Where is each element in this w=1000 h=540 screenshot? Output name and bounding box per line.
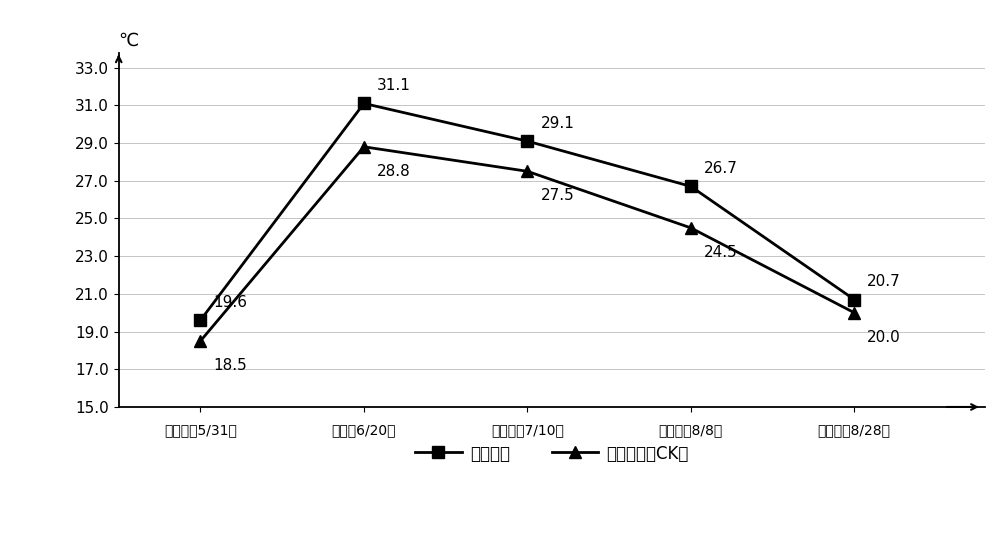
Text: 18.5: 18.5 xyxy=(214,358,247,373)
Text: 20.7: 20.7 xyxy=(867,274,901,289)
常规平作（CK） xyxy=(358,144,370,150)
Text: 26.7: 26.7 xyxy=(704,161,738,176)
沟膜岄植 xyxy=(521,138,533,144)
Legend: 沟膜岄植, 常规平作（CK）: 沟膜岄植, 常规平作（CK） xyxy=(408,438,696,470)
常规平作（CK） xyxy=(685,225,697,231)
Line: 常规平作（CK）: 常规平作（CK） xyxy=(195,141,860,347)
Text: 28.8: 28.8 xyxy=(377,164,411,179)
Text: 24.5: 24.5 xyxy=(704,245,738,260)
Text: 20.0: 20.0 xyxy=(867,330,901,345)
Text: 31.1: 31.1 xyxy=(377,78,411,93)
Line: 沟膜岄植: 沟膜岄植 xyxy=(195,98,860,326)
常规平作（CK） xyxy=(848,309,860,316)
沟膜岄植 xyxy=(358,100,370,107)
常规平作（CK） xyxy=(521,168,533,174)
沟膜岄植 xyxy=(848,296,860,303)
沟膜岄植 xyxy=(685,183,697,190)
沟膜岄植 xyxy=(194,317,206,323)
Text: 27.5: 27.5 xyxy=(540,188,574,203)
Text: 29.1: 29.1 xyxy=(540,116,574,131)
常规平作（CK） xyxy=(194,338,206,344)
Text: ℃: ℃ xyxy=(119,32,139,50)
Text: 19.6: 19.6 xyxy=(214,295,248,310)
